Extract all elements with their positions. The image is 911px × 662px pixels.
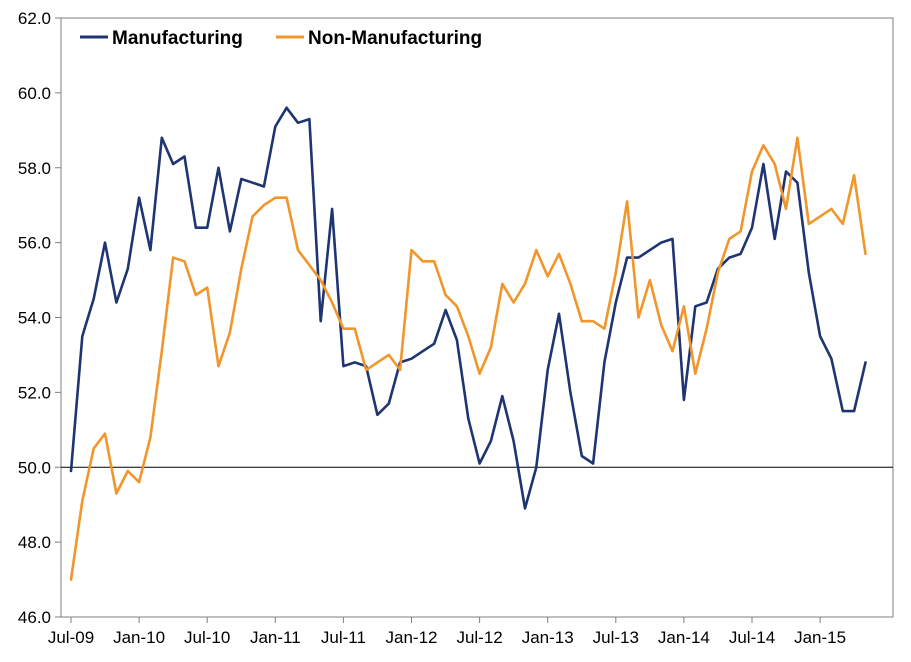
x-tick-label: Jul-12 — [456, 628, 502, 647]
x-tick-label: Jan-12 — [386, 628, 438, 647]
legend-label-manufacturing: Manufacturing — [112, 28, 243, 49]
legend-label-non-manufacturing: Non-Manufacturing — [308, 28, 482, 49]
y-tick-label: 50.0 — [18, 458, 51, 477]
y-tick-label: 52.0 — [18, 383, 51, 402]
x-tick-label: Jan-15 — [794, 628, 846, 647]
y-tick-label: 54.0 — [18, 309, 51, 328]
y-tick-label: 60.0 — [18, 84, 51, 103]
y-tick-label: 56.0 — [18, 234, 51, 253]
x-tick-label: Jul-10 — [184, 628, 230, 647]
non-manufacturing-line — [69, 136, 867, 581]
manufacturing-line — [69, 106, 867, 510]
y-tick-label: 48.0 — [18, 533, 51, 552]
legend: Manufacturing Non-Manufacturing — [80, 28, 482, 49]
x-tick-label: Jan-10 — [113, 628, 165, 647]
y-axis: 46.0 48.0 50.0 52.0 54.0 56.0 58.0 60.0 62.0 — [18, 9, 61, 627]
y-tick-label: 58.0 — [18, 159, 51, 178]
y-tick-label: 62.0 — [18, 9, 51, 28]
y-tick-label: 46.0 — [18, 608, 51, 627]
x-tick-label: Jul-13 — [593, 628, 639, 647]
x-axis: Jul-09 Jan-10 Jul-10 Jan-11 Jul-11 Jan-12 Jul-… — [48, 617, 846, 647]
x-tick-label: Jan-13 — [522, 628, 574, 647]
x-tick-label: Jan-11 — [250, 628, 301, 647]
series-group — [69, 106, 867, 581]
x-tick-label: Jul-09 — [48, 628, 94, 647]
x-tick-label: Jan-14 — [658, 628, 710, 647]
x-tick-label: Jul-14 — [729, 628, 775, 647]
x-tick-label: Jul-11 — [321, 628, 366, 647]
